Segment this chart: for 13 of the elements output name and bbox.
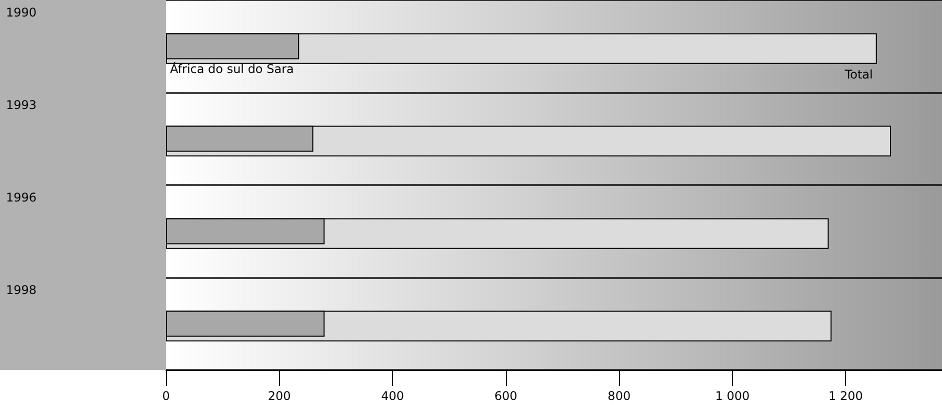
- y-tick-label: 1998: [6, 282, 37, 297]
- series-label: Total: [844, 67, 873, 82]
- x-tick-label: 1 200: [828, 389, 863, 403]
- x-tick-label: 600: [494, 389, 518, 403]
- x-tick-label: 0: [162, 389, 170, 403]
- series-label: África do sul do Sara: [170, 61, 294, 76]
- y-tick-label: 1993: [6, 98, 37, 112]
- x-tick-label: 400: [381, 389, 404, 403]
- y-tick-label: 1996: [6, 190, 37, 204]
- x-tick-label: 1 000: [715, 389, 750, 403]
- y-tick-label: 1990: [6, 5, 37, 20]
- x-tick-label: 200: [268, 389, 291, 403]
- x-tick-label: 800: [608, 389, 631, 403]
